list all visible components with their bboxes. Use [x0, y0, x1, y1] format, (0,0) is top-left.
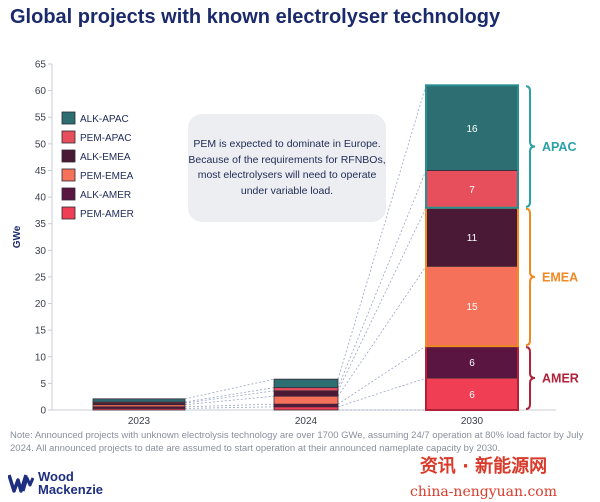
bar-segment-pem-amer-2024: [273, 406, 339, 411]
y-tick-label: 25: [35, 272, 47, 283]
legend-label-pem-amer: PEM-AMER: [80, 209, 134, 220]
y-tick-label: 20: [35, 299, 47, 310]
connector-line-2023-2024: [184, 378, 275, 400]
bar-segment-pem-apac-2024: [273, 387, 339, 392]
legend-label-alk-apac: ALK-APAC: [80, 114, 129, 125]
legend-swatch-pem-apac: [61, 130, 76, 144]
region-label-emea: EMEA: [542, 270, 578, 284]
legend-swatch-alk-emea: [61, 149, 76, 163]
x-axis: 2023 2024 2030: [128, 416, 484, 427]
data-label-2030: 15: [466, 302, 478, 313]
connector-line-2023-2024: [184, 406, 275, 409]
bracket-amer: [525, 346, 536, 410]
wm-logo-icon: [8, 474, 34, 493]
legend-label-pem-emea: PEM-EMEA: [80, 171, 134, 182]
connector-line-2024-2030: [337, 207, 427, 392]
y-tick-label: 50: [35, 139, 47, 150]
bar-segment-alk-emea-2030: [425, 207, 519, 267]
bar-segment-alk-emea-2024: [273, 390, 339, 397]
y-tick-label: 30: [35, 246, 47, 257]
connector-line-2023-2024: [184, 387, 275, 403]
x-tick-label: 2030: [461, 416, 484, 427]
bar-segment-alk-apac-2023: [92, 398, 186, 403]
callout-box: PEM is expected to dominate in Europe. B…: [188, 114, 386, 222]
footnote: Note: Announced projects with unknown el…: [10, 430, 584, 454]
region-outline-apac: [425, 84, 519, 209]
legend: ALK-APAC PEM-APAC ALK-EMEA PEM-EMEA ALK-AMER…: [61, 111, 134, 220]
bar-segment-pem-emea-2024: [273, 395, 339, 405]
y-tick-label: 55: [35, 113, 47, 124]
bar-segment-alk-apac-2030: [425, 84, 519, 171]
region-label-apac: APAC: [542, 140, 577, 154]
watermark: 资讯 · 新能源网 china-nengyuan.com: [410, 452, 557, 500]
y-tick-label: 0: [40, 406, 46, 417]
y-tick-label: 10: [35, 352, 47, 363]
watermark-line-2: china-nengyuan.com: [410, 484, 557, 500]
connector-line-2024-2030: [337, 345, 427, 405]
legend-swatch-alk-amer: [61, 187, 76, 201]
x-tick-label: 2024: [295, 416, 318, 427]
bar-segment-pem-amer-2030: [425, 377, 519, 411]
legend-swatch-pem-amer: [61, 206, 76, 220]
bar-segment-alk-amer-2030: [425, 345, 519, 379]
logo-text: Wood Mackenzie: [38, 470, 103, 496]
chart-title: Global projects with known electrolyser …: [10, 6, 501, 28]
legend-label-alk-emea: ALK-EMEA: [80, 152, 131, 163]
logo-line-2: Mackenzie: [38, 482, 104, 497]
connector-line-2024-2030: [337, 266, 427, 397]
region-label-amer: AMER: [542, 372, 579, 386]
bar-segment-alk-apac-2024: [273, 378, 339, 389]
connector-line-2023-2024: [184, 395, 275, 406]
wood-mackenzie-logo: Wood Mackenzie: [8, 470, 103, 496]
x-tick-label: 2023: [128, 416, 151, 427]
connector-line-2024-2030: [337, 85, 427, 380]
y-tick-label: 45: [35, 166, 47, 177]
y-tick-label: 65: [35, 60, 47, 71]
y-tick-label: 40: [35, 193, 47, 204]
connector-line-2023-2024: [184, 403, 275, 408]
connector-lines: [184, 85, 427, 411]
data-label-2030: 7: [469, 185, 475, 196]
y-axis-label: GWe: [12, 225, 23, 248]
legend-label-alk-amer: ALK-AMER: [80, 190, 131, 201]
y-axis-label-group: GWe: [12, 225, 23, 248]
legend-swatch-pem-emea: [61, 168, 76, 182]
data-label-2030: 16: [466, 124, 478, 135]
y-tick-label: 15: [35, 326, 47, 337]
y-tick-label: 60: [35, 86, 47, 97]
callout-text: PEM is expected to dominate in Europe. B…: [188, 138, 386, 197]
data-label-2030: 6: [469, 390, 475, 401]
watermark-line-1: 资讯 · 新能源网: [419, 456, 548, 477]
region-brackets: AMER EMEA APAC: [525, 85, 579, 410]
connector-line-2023-2024: [184, 390, 275, 404]
connector-line-2024-2030: [337, 170, 427, 388]
data-label-2030: 11: [467, 233, 478, 244]
connector-line-2024-2030: [337, 377, 427, 408]
bars-group: 6 6 15 11 7 16: [92, 84, 519, 411]
y-tick-label: 5: [40, 379, 46, 390]
legend-label-pem-apac: PEM-APAC: [80, 133, 132, 144]
y-tick-label: 35: [35, 219, 47, 230]
data-label-2030: 6: [469, 358, 475, 369]
bracket-emea: [525, 207, 536, 347]
bracket-apac: [525, 85, 536, 208]
legend-swatch-alk-apac: [61, 111, 76, 125]
logo-line-1: Wood: [38, 469, 74, 484]
